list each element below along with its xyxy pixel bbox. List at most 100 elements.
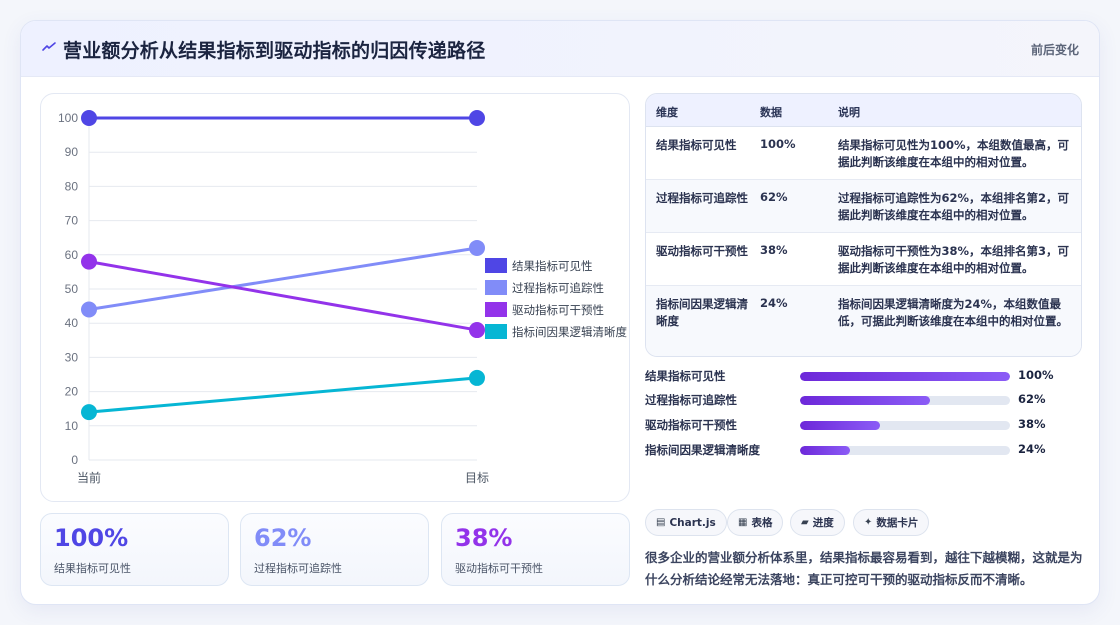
y-tick-label: 60 (65, 248, 79, 262)
progress-fill (800, 396, 931, 405)
chip-label: 表格 (751, 517, 773, 529)
progress-row: 指标间因果逻辑清晰度 24% (645, 440, 1085, 460)
legend-label: 结果指标可见性 (512, 259, 593, 273)
progress-track (800, 396, 1010, 405)
progress-row: 结果指标可见性 100% (645, 366, 1085, 386)
table-cell-value: 62% (760, 190, 788, 204)
progress-fill (800, 372, 1010, 381)
y-tick-label: 30 (65, 350, 79, 364)
table-header-cell: 说明 (838, 106, 860, 119)
stat-label: 过程指标可追踪性 (254, 562, 342, 575)
y-tick-label: 0 (71, 453, 78, 467)
stat-label: 结果指标可见性 (54, 562, 131, 575)
stat-value: 100% (54, 524, 129, 552)
table-cell-dimension: 过程指标可追踪性 (656, 191, 748, 205)
progress-row: 驱动指标可干预性 38% (645, 415, 1085, 435)
header: 营业额分析从结果指标到驱动指标的归因传递路径 前后变化 (21, 21, 1099, 77)
stat-card-3: 38% 驱动指标可干预性 (441, 513, 630, 586)
progress-value: 62% (1018, 392, 1046, 406)
table-row: 指标间因果逻辑清晰度 24% 指标间因果逻辑清晰度为24%，本组数值最低，可据此… (646, 286, 1081, 356)
table-cell-description: 指标间因果逻辑清晰度为24%，本组数值最低，可据此判断该维度在本组中的相对位置。 (838, 297, 1068, 328)
page-title: 营业额分析从结果指标到驱动指标的归因传递路径 (63, 40, 486, 62)
progress-track (800, 421, 1010, 430)
stat-card-2: 62% 过程指标可追踪性 (240, 513, 429, 586)
data-table: 维度 数据 说明 结果指标可见性 100% 结果指标可见性为100%，本组数值最… (645, 93, 1082, 357)
progress-label: 过程指标可追踪性 (645, 393, 737, 407)
table-cell-dimension: 结果指标可见性 (656, 138, 737, 152)
progress-fill (800, 446, 851, 455)
data-point (81, 253, 97, 270)
lightning-icon (42, 42, 56, 51)
chip-label: 进度 (812, 517, 834, 529)
stat-card-1: 100% 结果指标可见性 (40, 513, 229, 586)
chip-table[interactable]: ▦ 表格 (727, 509, 784, 536)
x-tick-label: 当前 (77, 470, 101, 485)
progress-label: 结果指标可见性 (645, 369, 726, 383)
data-point (81, 110, 97, 126)
y-tick-label: 10 (65, 419, 79, 433)
chart-icon: ▤ (656, 517, 666, 528)
series-line (88, 260, 478, 332)
series-line (88, 376, 478, 414)
chip-data-card[interactable]: ✦ 数据卡片 (853, 509, 930, 536)
table-icon: ▦ (738, 517, 748, 528)
table-header: 维度 数据 说明 (646, 94, 1081, 127)
chip-chartjs[interactable]: ▤ Chart.js (645, 509, 727, 536)
table-cell-value: 24% (760, 296, 788, 310)
series-line (88, 246, 478, 312)
stat-value: 38% (455, 524, 513, 552)
y-tick-label: 40 (65, 316, 79, 330)
data-point (81, 404, 97, 421)
progress-fill (800, 421, 880, 430)
table-cell-description: 驱动指标可干预性为38%，本组排名第3，可据此判断该维度在本组中的相对位置。 (838, 244, 1070, 275)
table-cell-value: 38% (760, 243, 788, 257)
data-point (469, 110, 485, 126)
stat-value: 62% (254, 524, 312, 552)
chip-label: Chart.js (669, 516, 716, 529)
data-point (469, 369, 485, 386)
data-point (469, 322, 485, 339)
progress-value: 24% (1018, 442, 1046, 456)
data-point (81, 301, 97, 318)
progress-label: 指标间因果逻辑清晰度 (645, 443, 760, 457)
header-tag: 前后变化 (1030, 43, 1079, 57)
progress-row: 过程指标可追踪性 62% (645, 390, 1085, 410)
legend-swatch (485, 280, 507, 295)
table-row: 过程指标可追踪性 62% 过程指标可追踪性为62%，本组排名第2，可据此判断该维… (646, 180, 1081, 233)
legend-swatch (485, 302, 507, 317)
table-cell-dimension: 指标间因果逻辑清晰度 (656, 297, 748, 328)
sparkle-icon: ✦ (864, 517, 873, 528)
table-row: 驱动指标可干预性 38% 驱动指标可干预性为38%，本组排名第3，可据此判断该维… (646, 233, 1081, 286)
table-header-cell: 数据 (760, 106, 782, 119)
line-chart: 0 10 20 30 40 50 60 70 80 90 100 当前 目标 结果指标可见性 过程指标可追踪… (40, 93, 630, 502)
stat-label: 驱动指标可干预性 (455, 562, 543, 575)
chip-label: 数据卡片 (876, 517, 919, 529)
progress-track (800, 446, 1010, 455)
y-tick-label: 80 (65, 179, 79, 193)
chip-progress[interactable]: ▰ 进度 (790, 509, 845, 536)
table-cell-description: 过程指标可追踪性为62%，本组排名第2，可据此判断该维度在本组中的相对位置。 (838, 191, 1070, 222)
table-cell-description: 结果指标可见性为100%，本组数值最高，可据此判断该维度在本组中的相对位置。 (838, 138, 1070, 169)
main-card: 营业额分析从结果指标到驱动指标的归因传递路径 前后变化 0 10 20 30 40 50 6… (20, 20, 1100, 605)
summary-note: 很多企业的营业额分析体系里，结果指标最容易看到，越往下越模糊，这就是为什么分析结… (645, 550, 1083, 587)
x-tick-label: 目标 (465, 471, 489, 485)
progress-value: 38% (1018, 417, 1046, 431)
legend-swatch (485, 324, 507, 339)
line-chart-svg: 0 10 20 30 40 50 60 70 80 90 100 当前 目标 结果指标可见性过程指标可追踪… (58, 110, 627, 485)
table-cell-value: 100% (760, 137, 796, 151)
data-point (469, 239, 485, 256)
y-tick-label: 70 (65, 214, 79, 228)
y-tick-label: 100 (58, 111, 78, 125)
legend-swatch (485, 258, 507, 273)
table-cell-dimension: 驱动指标可干预性 (656, 244, 748, 258)
progress-track (800, 372, 1010, 381)
progress-label: 驱动指标可干预性 (645, 418, 737, 432)
table-row: 结果指标可见性 100% 结果指标可见性为100%，本组数值最高，可据此判断该维… (646, 127, 1081, 180)
y-tick-label: 20 (65, 385, 79, 399)
progress-value: 100% (1018, 368, 1054, 382)
legend-label: 驱动指标可干预性 (512, 303, 604, 317)
progress-icon: ▰ (801, 517, 809, 528)
table-header-cell: 维度 (656, 106, 678, 119)
y-tick-label: 90 (65, 145, 79, 159)
legend-label: 过程指标可追踪性 (512, 281, 604, 295)
